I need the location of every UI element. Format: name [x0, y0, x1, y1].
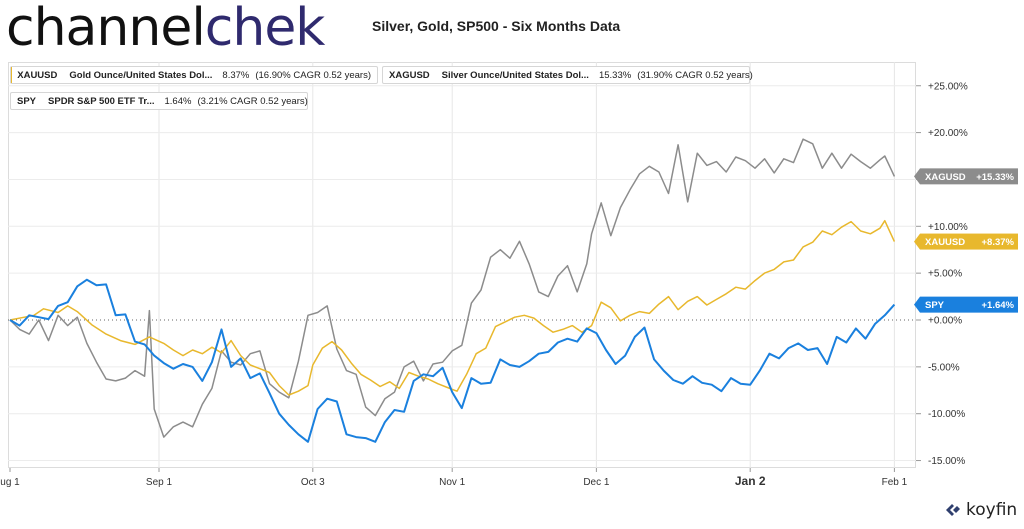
chart-title: Silver, Gold, SP500 - Six Months Data	[372, 18, 621, 34]
x-tick-label: Oct 3	[301, 477, 325, 488]
svg-text:+15.33%: +15.33%	[976, 172, 1014, 183]
x-tick-label: ug 1	[0, 477, 20, 488]
x-tick-label: Dec 1	[583, 477, 610, 488]
legend-name: Gold Ounce/United States Dol...	[69, 69, 213, 81]
legend-value: 1.64%	[164, 95, 192, 107]
x-tick-label: Jan 2	[735, 474, 766, 488]
legend-symbol: SPY	[17, 95, 37, 107]
legend-cagr: (16.90% CAGR 0.52 years)	[255, 69, 371, 81]
svg-text:XAUUSD: XAUUSD	[925, 237, 965, 248]
legend-entry-xagusd[interactable]: XAGUSD Silver Ounce/United States Dol...…	[382, 66, 753, 84]
legend-cagr: (31.90% CAGR 0.52 years)	[637, 69, 753, 81]
channelchek-logo: channelchek	[6, 0, 325, 58]
y-tick-label: -10.00%	[928, 409, 965, 420]
legend-symbol: XAUUSD	[17, 69, 58, 81]
series-line-xagusd	[9, 138, 896, 438]
legend-symbol: XAGUSD	[389, 69, 430, 81]
koyfin-mark-icon	[946, 504, 960, 516]
y-tick-label: +5.00%	[928, 269, 962, 280]
plot-frame	[8, 62, 916, 468]
y-tick-label: +0.00%	[928, 316, 962, 327]
y-tick-label: +20.00%	[928, 128, 968, 139]
y-tick-label: +25.00%	[928, 81, 968, 92]
svg-text:+1.64%: +1.64%	[982, 300, 1015, 311]
legend-value: 15.33%	[598, 69, 632, 81]
koyfin-logo: koyfin	[944, 500, 1017, 520]
y-tick-label: +10.00%	[928, 222, 968, 233]
x-tick-label: Nov 1	[439, 477, 466, 488]
y-tick-label: -5.00%	[928, 362, 960, 373]
legend-entry-xauusd[interactable]: XAUUSD Gold Ounce/United States Dol... 8…	[10, 66, 378, 84]
badge-spy: SPY +1.64%	[914, 296, 1018, 313]
legend-cagr: (3.21% CAGR 0.52 years)	[197, 95, 308, 107]
y-tick-label: -15.00%	[928, 456, 965, 467]
series-line-xauusd	[9, 219, 896, 396]
legend-value: 8.37%	[222, 69, 250, 81]
svg-text:+8.37%: +8.37%	[982, 237, 1015, 248]
badge-xauusd: XAUUSD +8.37%	[914, 233, 1018, 250]
svg-text:SPY: SPY	[925, 300, 945, 311]
svg-text:XAGUSD: XAGUSD	[925, 172, 966, 183]
badge-xagusd: XAGUSD +15.33%	[914, 168, 1018, 185]
series-line-spy	[9, 278, 896, 443]
legend-entry-spy[interactable]: SPY SPDR S&P 500 ETF Tr... 1.64% (3.21% …	[10, 92, 308, 110]
legend-name: SPDR S&P 500 ETF Tr...	[48, 95, 155, 107]
legend-name: Silver Ounce/United States Dol...	[441, 69, 589, 81]
x-tick-label: Sep 1	[146, 477, 173, 488]
x-tick-label: Feb 1	[882, 477, 908, 488]
